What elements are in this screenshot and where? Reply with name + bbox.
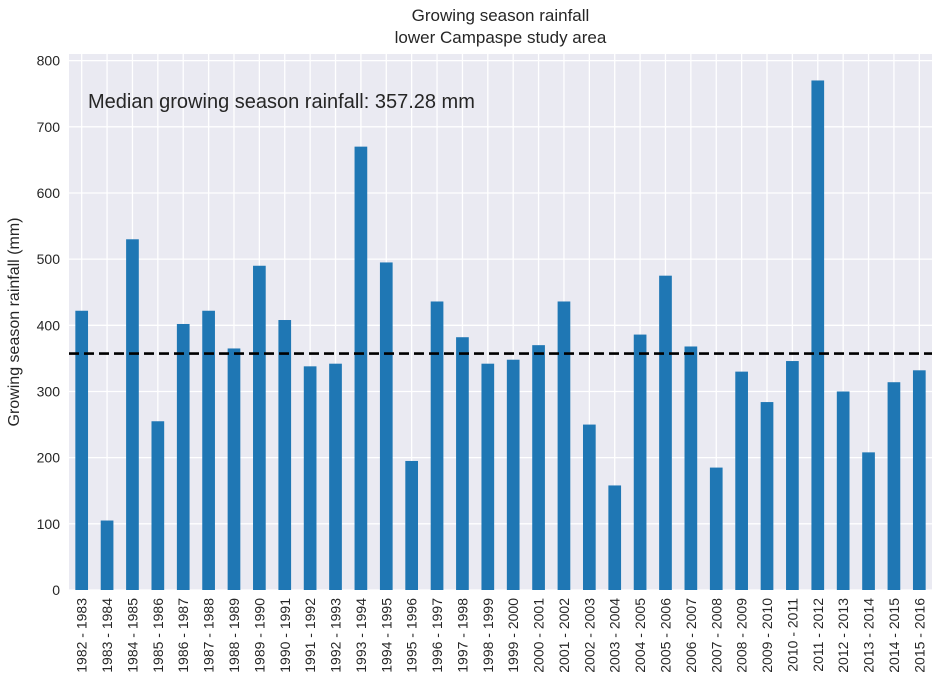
bar	[278, 320, 292, 590]
x-tick-label: 1983 - 1984	[99, 598, 115, 673]
x-tick-label: 2002 - 2003	[581, 598, 597, 673]
x-tick-label: 1998 - 1999	[480, 598, 496, 673]
x-tick-label: 1986 - 1987	[175, 598, 191, 673]
bar	[379, 262, 393, 590]
y-tick-label: 0	[52, 582, 60, 598]
x-tick-label: 2003 - 2004	[607, 598, 623, 673]
x-tick-label: 2006 - 2007	[683, 598, 699, 673]
bar	[506, 359, 520, 590]
bar	[862, 452, 875, 590]
y-tick-label: 700	[37, 119, 61, 135]
bar	[430, 301, 444, 590]
y-tick-label: 100	[37, 516, 61, 532]
x-tick-label: 1982 - 1983	[74, 598, 90, 673]
x-tick-label: 1993 - 1994	[353, 598, 369, 673]
bars	[75, 80, 926, 591]
x-tick-label: 1984 - 1985	[124, 598, 140, 673]
x-tick-label: 2001 - 2002	[556, 598, 572, 673]
bar	[253, 265, 266, 590]
bar	[912, 370, 926, 590]
x-tick-label: 2014 - 2015	[886, 598, 902, 673]
bar	[786, 361, 799, 590]
bar	[405, 460, 419, 590]
bar	[176, 323, 190, 590]
bar	[735, 371, 748, 590]
plot-background	[69, 54, 932, 590]
x-tick-label: 1989 - 1990	[251, 598, 267, 673]
x-tick-labels: 1982 - 1983 1983 - 1984 1984 - 1985 1985 - …	[74, 598, 928, 673]
x-tick-label: 1994 - 1995	[378, 598, 394, 673]
bar	[836, 391, 850, 590]
x-tick-label: 1990 - 1991	[277, 598, 293, 673]
x-tick-label: 2005 - 2006	[657, 598, 673, 673]
x-tick-label: 1988 - 1989	[226, 598, 242, 673]
bar	[557, 301, 571, 590]
y-tick-label: 200	[37, 450, 61, 466]
bar	[151, 421, 165, 590]
bar	[811, 80, 825, 590]
x-tick-label: 1999 - 2000	[505, 598, 521, 673]
x-tick-label: 1995 - 1996	[404, 598, 420, 673]
bar	[456, 337, 469, 590]
bar	[354, 146, 368, 590]
x-tick-label: 2013 - 2014	[861, 598, 877, 673]
x-tick-label: 1985 - 1986	[150, 598, 166, 673]
x-tick-label: 1991 - 1992	[302, 598, 318, 673]
bar	[329, 363, 342, 590]
y-tick-label: 400	[37, 317, 61, 333]
x-tick-label: 2007 - 2008	[708, 598, 724, 673]
bar	[126, 239, 139, 591]
bar	[202, 310, 215, 590]
bar	[303, 366, 317, 590]
x-tick-label: 2008 - 2009	[734, 598, 750, 673]
bar	[227, 348, 241, 590]
chart-title: Growing season rainfall	[412, 6, 590, 25]
bar	[709, 467, 723, 590]
bar	[532, 345, 545, 590]
bar	[887, 382, 901, 590]
bar	[481, 363, 495, 590]
y-tick-label: 500	[37, 251, 61, 267]
bar	[608, 485, 622, 590]
bar	[582, 424, 596, 590]
y-tick-label: 600	[37, 185, 61, 201]
x-tick-label: 2009 - 2010	[759, 598, 775, 673]
bar	[100, 520, 114, 590]
x-tick-label: 2004 - 2005	[632, 598, 648, 673]
x-tick-label: 1987 - 1988	[201, 598, 217, 673]
x-tick-label: 1997 - 1998	[454, 598, 470, 673]
bar	[760, 402, 774, 590]
bar	[659, 275, 672, 590]
bar	[684, 346, 698, 590]
x-tick-label: 2010 - 2011	[784, 598, 800, 672]
x-tick-label: 2015 - 2016	[911, 598, 927, 673]
y-tick-label: 300	[37, 383, 61, 399]
x-tick-label: 1992 - 1993	[328, 598, 344, 673]
bar	[633, 334, 647, 590]
x-tick-label: 2000 - 2001	[531, 598, 547, 673]
bar	[75, 310, 89, 590]
x-tick-label: 2011 - 2012	[810, 598, 826, 672]
x-tick-label: 1996 - 1997	[429, 598, 445, 673]
x-tick-label: 2012 - 2013	[835, 598, 851, 673]
median-annotation: Median growing season rainfall: 357.28 m…	[88, 91, 475, 113]
y-tick-labels: 0 100 200 300 400 500 600 700 800	[37, 53, 61, 598]
chart-subtitle: lower Campaspe study area	[395, 28, 607, 47]
y-tick-label: 800	[37, 53, 61, 69]
y-axis-label: Growing season rainfall (mm)	[6, 218, 23, 427]
